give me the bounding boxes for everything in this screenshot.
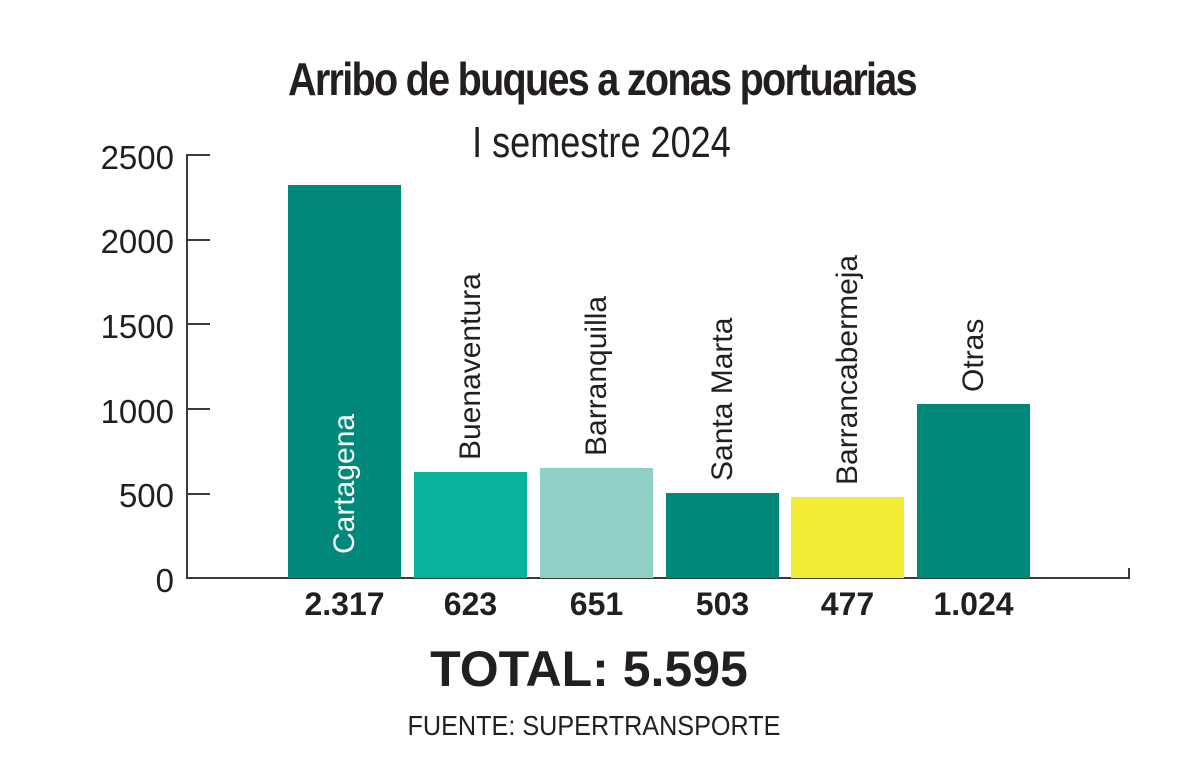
bar-santa-marta	[666, 493, 779, 578]
bar-value-label: 503	[695, 586, 750, 622]
x-axis	[186, 577, 1130, 579]
y-tick	[186, 239, 210, 241]
bar-label: Barrancabermeja	[830, 254, 864, 485]
y-tick-label: 500	[118, 477, 174, 514]
x-axis-end-tick	[1128, 568, 1130, 579]
y-tick	[186, 154, 210, 156]
y-tick-label: 1500	[100, 308, 174, 345]
bar-value-label: 2.317	[304, 586, 385, 622]
bar-value-label: 1.024	[933, 586, 1014, 622]
source-label: FUENTE: SUPERTRANSPORTE	[407, 710, 781, 741]
bar-label: Buenaventura	[453, 273, 487, 460]
y-tick	[186, 493, 210, 495]
bar-otras	[917, 404, 1030, 578]
chart-title: Arribo de buques a zonas portuarias	[288, 53, 918, 105]
bar-barranquilla	[540, 468, 653, 578]
bar-cartagena	[288, 185, 401, 578]
bar-label: Otras	[956, 318, 990, 392]
bar-barrancabermeja	[791, 497, 904, 578]
bar-value-label: 651	[569, 586, 624, 622]
y-tick-label: 2000	[100, 223, 174, 260]
bar-value-label: 623	[443, 586, 498, 622]
y-tick-label: 1000	[100, 393, 174, 430]
bar-label: Cartagena	[327, 413, 361, 554]
y-tick-label: 2500	[100, 139, 174, 176]
y-tick	[186, 323, 210, 325]
total-label: TOTAL: 5.595	[430, 641, 748, 697]
bar-buenaventura	[414, 472, 527, 578]
chart-subtitle: I semestre 2024	[472, 118, 731, 167]
bar-label: Santa Marta	[705, 317, 739, 481]
y-tick-label: 0	[155, 562, 174, 599]
bar-label: Barranquilla	[579, 295, 613, 456]
y-tick	[186, 408, 210, 410]
bar-value-label: 477	[820, 586, 875, 622]
y-axis	[186, 154, 188, 579]
